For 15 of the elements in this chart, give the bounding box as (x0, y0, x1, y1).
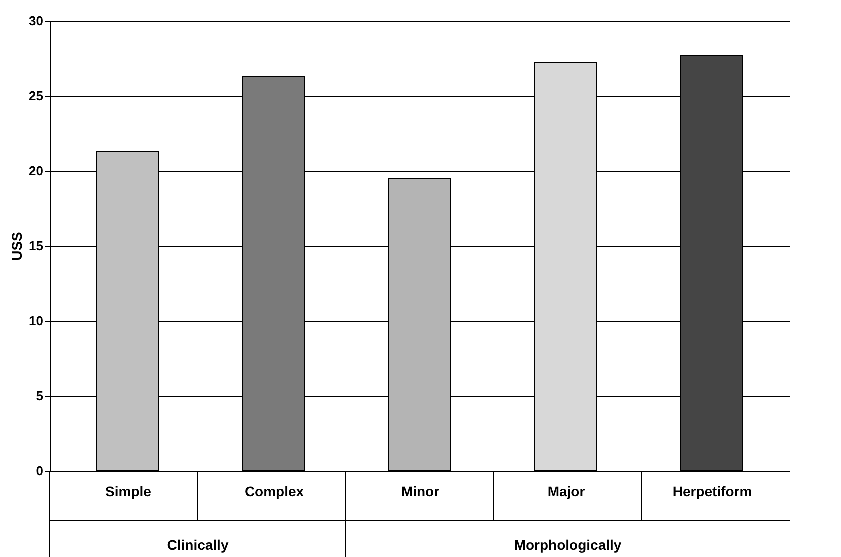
y-tick-label: 30 (29, 14, 44, 28)
x-tick-label: Simple (106, 484, 152, 500)
y-tick-label: 5 (36, 388, 44, 404)
x-tick-label: Complex (244, 484, 304, 500)
y-tick-label: 15 (29, 238, 44, 254)
x-tick-label: Herpetiform (672, 484, 752, 500)
y-tick-label: 0 (36, 464, 44, 478)
y-axis-title: USS (9, 232, 26, 261)
x-tick-label: Minor (401, 484, 440, 500)
text: Morphologically (514, 537, 622, 553)
x-tick-label: Major (548, 484, 586, 500)
y-tick-label: 20 (29, 164, 44, 178)
text: Clinically (167, 537, 229, 553)
y-tick-label: 10 (29, 314, 44, 328)
y-tick-label: 25 (29, 88, 44, 104)
